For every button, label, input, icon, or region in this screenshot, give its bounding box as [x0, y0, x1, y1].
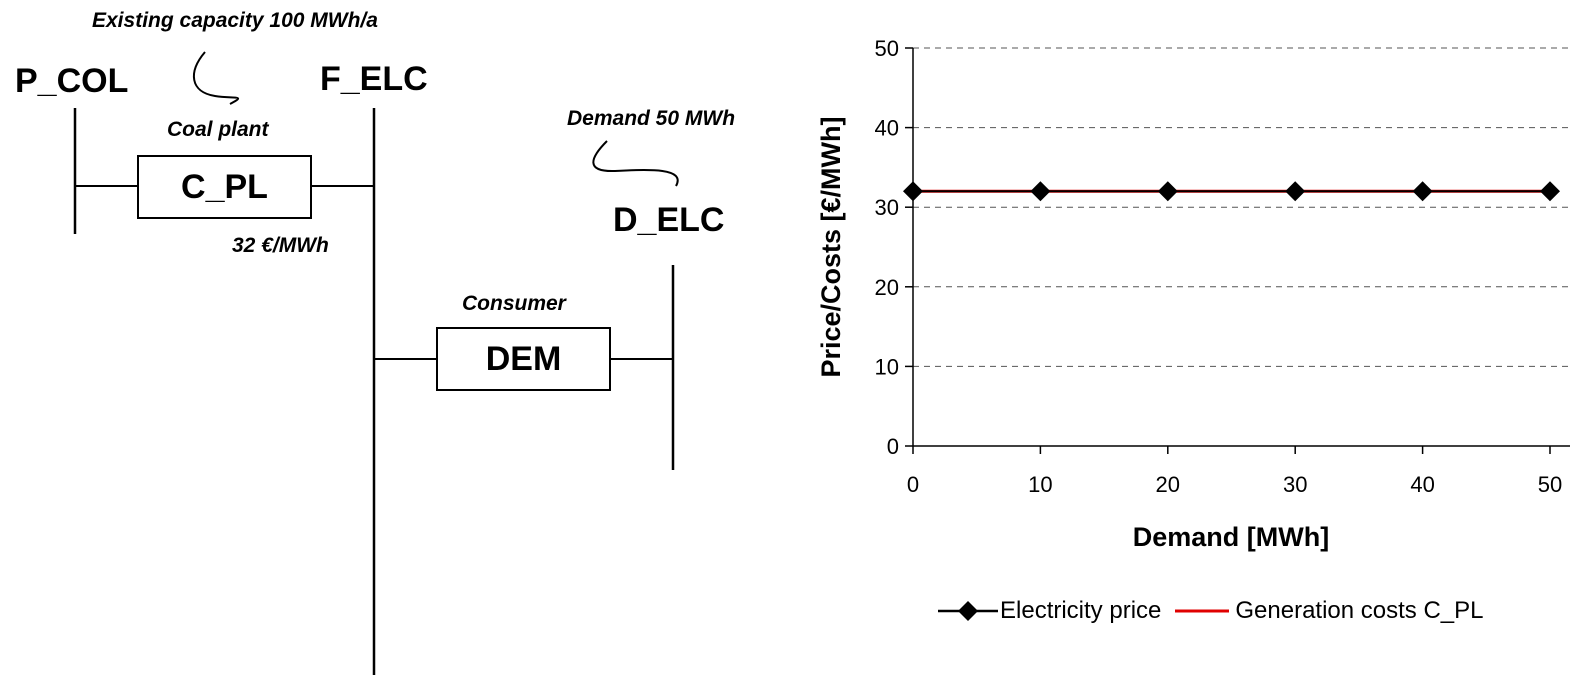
y-tick-label-20: 20	[875, 275, 899, 300]
x-tick-label-20: 20	[1156, 472, 1180, 497]
x-tick-label-30: 30	[1283, 472, 1307, 497]
coal-cost-annotation: 32 €/MWh	[232, 234, 329, 257]
x-tick-label-50: 50	[1538, 472, 1562, 497]
commodity-f-elc-label: F_ELC	[320, 60, 428, 98]
process-dem-label: DEM	[485, 339, 562, 378]
consumer-caption: Consumer	[462, 292, 566, 315]
process-dem-box: DEM	[436, 327, 611, 391]
point-electricity-price-0	[903, 181, 923, 202]
legend-swatch-red-line	[1175, 609, 1230, 613]
y-tick-label-50: 50	[875, 36, 899, 61]
point-electricity-price-10	[1030, 181, 1051, 202]
commodity-d-elc-label: D_ELC	[613, 201, 725, 239]
x-tick-label-0: 0	[907, 472, 919, 497]
point-electricity-price-30	[1285, 181, 1306, 202]
legend-item-generation-costs: Generation costs C_PL	[1173, 597, 1484, 625]
capacity-pointer	[192, 51, 239, 105]
x-tick-label-10: 10	[1028, 472, 1052, 497]
point-electricity-price-50	[1540, 181, 1560, 202]
demand-annotation: Demand 50 MWh	[567, 107, 736, 130]
legend-item-electricity-price: Electricity price	[936, 597, 1161, 625]
point-electricity-price-40	[1412, 181, 1433, 202]
process-c-pl-box: C_PL	[137, 155, 312, 219]
diagram-lines	[73, 51, 679, 675]
commodity-p-col-label: P_COL	[15, 62, 129, 100]
y-tick-label-40: 40	[875, 116, 899, 141]
chart-ticks: 0 10 20 30 40 50 0 10 20 30 40 50	[875, 36, 1563, 497]
y-tick-label-0: 0	[887, 434, 899, 459]
chart-legend: Electricity price Generation costs C_PL	[936, 594, 1484, 628]
chart-axes	[912, 48, 1570, 447]
y-tick-label-30: 30	[875, 195, 899, 220]
chart-series	[903, 181, 1560, 202]
x-tick-label-40: 40	[1410, 472, 1434, 497]
legend-swatch-diamond	[938, 601, 998, 621]
legend-label-generation-costs: Generation costs C_PL	[1235, 597, 1484, 624]
coal-plant-caption: Coal plant	[167, 118, 269, 141]
y-tick-label-10: 10	[875, 354, 899, 379]
existing-capacity-annotation: Existing capacity 100 MWh/a	[92, 9, 378, 32]
chart-gridlines	[913, 47, 1570, 367]
y-axis-title: Price/Costs [€/MWh]	[816, 116, 846, 377]
legend-label-electricity-price: Electricity price	[1000, 597, 1162, 624]
x-axis-title: Demand [MWh]	[1133, 522, 1329, 552]
demand-pointer	[592, 140, 679, 187]
point-electricity-price-20	[1157, 181, 1178, 202]
process-c-pl-label: C_PL	[181, 167, 268, 206]
